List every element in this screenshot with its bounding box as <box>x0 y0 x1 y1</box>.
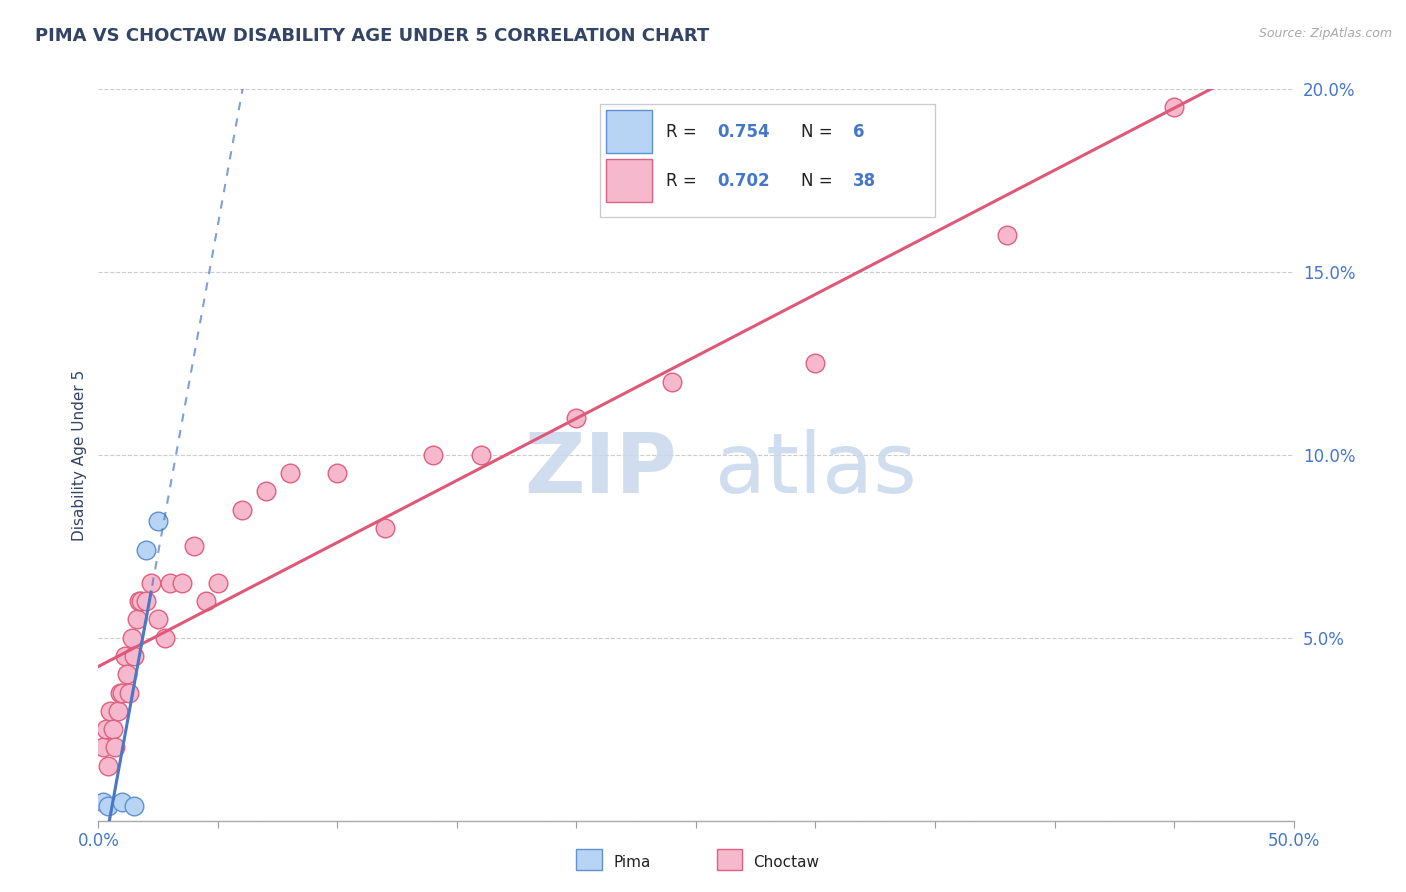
Point <box>114 649 136 664</box>
Text: 0.754: 0.754 <box>717 122 770 141</box>
Bar <box>606 111 652 153</box>
Point <box>111 686 134 700</box>
Point <box>128 594 150 608</box>
Point <box>108 686 131 700</box>
Text: ZIP: ZIP <box>524 429 676 510</box>
Point <box>148 613 170 627</box>
Text: PIMA VS CHOCTAW DISABILITY AGE UNDER 5 CORRELATION CHART: PIMA VS CHOCTAW DISABILITY AGE UNDER 5 C… <box>35 27 710 45</box>
Point <box>1163 100 1185 114</box>
Point <box>111 796 134 810</box>
Point <box>207 576 229 591</box>
Text: Source: ZipAtlas.com: Source: ZipAtlas.com <box>1258 27 1392 40</box>
Point <box>135 543 157 558</box>
Point <box>97 799 120 814</box>
Point <box>172 576 194 591</box>
Point <box>121 631 143 645</box>
Point <box>125 613 148 627</box>
Point <box>278 466 301 480</box>
Point <box>124 649 146 664</box>
Point <box>91 740 114 755</box>
Point <box>159 576 181 591</box>
Point <box>107 704 129 718</box>
Point <box>124 799 146 814</box>
Point <box>374 521 396 535</box>
Text: R =: R = <box>666 122 702 141</box>
Point <box>91 796 114 810</box>
Point <box>104 740 127 755</box>
Text: Choctaw: Choctaw <box>754 855 820 870</box>
FancyBboxPatch shape <box>600 103 935 218</box>
Point <box>98 704 122 718</box>
Point <box>422 448 444 462</box>
Point <box>804 356 827 371</box>
Point <box>94 723 117 737</box>
Text: 6: 6 <box>852 122 865 141</box>
Text: N =: N = <box>801 122 838 141</box>
Text: atlas: atlas <box>714 429 917 510</box>
Point <box>661 375 683 389</box>
Point <box>326 466 349 480</box>
Point <box>118 686 141 700</box>
Point <box>155 631 177 645</box>
Point <box>995 228 1018 243</box>
Text: N =: N = <box>801 171 838 190</box>
Text: 0.702: 0.702 <box>717 171 770 190</box>
Point <box>565 411 588 425</box>
Text: Pima: Pima <box>613 855 651 870</box>
Point <box>148 514 170 528</box>
Point <box>101 723 124 737</box>
Point <box>470 448 492 462</box>
Point <box>231 503 253 517</box>
Point <box>131 594 153 608</box>
Point <box>195 594 218 608</box>
Point <box>97 758 120 772</box>
Point <box>254 484 277 499</box>
Point <box>183 539 205 553</box>
Point <box>135 594 157 608</box>
Bar <box>606 160 652 202</box>
Text: 38: 38 <box>852 171 876 190</box>
Y-axis label: Disability Age Under 5: Disability Age Under 5 <box>72 369 87 541</box>
Point <box>139 576 162 591</box>
Text: R =: R = <box>666 171 702 190</box>
Point <box>115 667 138 681</box>
